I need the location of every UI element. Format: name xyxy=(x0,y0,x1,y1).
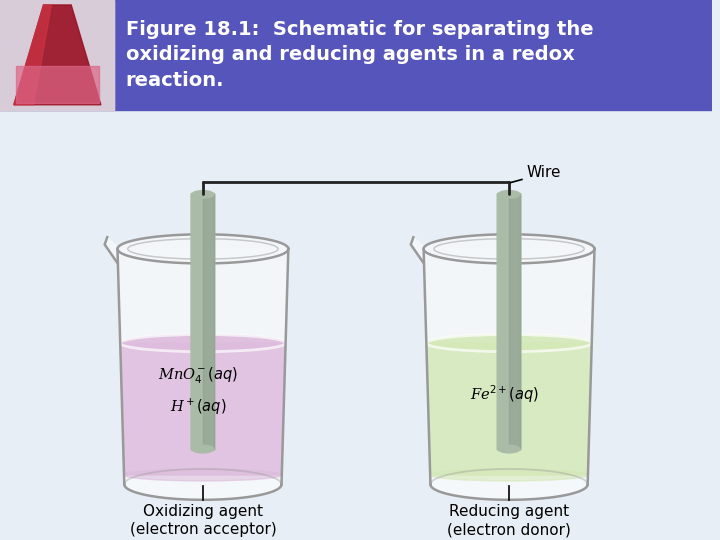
Bar xyxy=(0,0,114,110)
Polygon shape xyxy=(423,249,595,484)
Polygon shape xyxy=(14,5,101,105)
Ellipse shape xyxy=(125,469,282,500)
Bar xyxy=(0,0,712,110)
Polygon shape xyxy=(14,5,51,105)
Ellipse shape xyxy=(120,334,286,352)
Ellipse shape xyxy=(192,191,214,198)
Polygon shape xyxy=(426,343,592,475)
Polygon shape xyxy=(104,237,120,263)
FancyBboxPatch shape xyxy=(498,193,521,450)
Ellipse shape xyxy=(124,469,282,481)
Text: Reducing agent: Reducing agent xyxy=(449,504,569,519)
Ellipse shape xyxy=(430,469,588,481)
Ellipse shape xyxy=(431,469,588,500)
Text: (electron donor): (electron donor) xyxy=(447,522,571,537)
Polygon shape xyxy=(16,66,99,103)
Ellipse shape xyxy=(498,191,520,198)
Text: MnO$_4^-$$(aq)$: MnO$_4^-$$(aq)$ xyxy=(158,366,238,386)
Polygon shape xyxy=(509,194,520,449)
Bar xyxy=(0,0,114,110)
Text: H$^+$$(aq)$: H$^+$$(aq)$ xyxy=(170,396,226,417)
Polygon shape xyxy=(120,343,286,475)
Polygon shape xyxy=(203,194,214,449)
Text: Oxidizing agent: Oxidizing agent xyxy=(143,504,263,519)
FancyBboxPatch shape xyxy=(191,193,215,450)
Ellipse shape xyxy=(498,446,520,453)
Ellipse shape xyxy=(426,334,592,352)
Ellipse shape xyxy=(192,446,214,453)
Polygon shape xyxy=(411,237,426,263)
Text: Figure 18.1:  Schematic for separating the
oxidizing and reducing agents in a re: Figure 18.1: Schematic for separating th… xyxy=(125,19,593,90)
Ellipse shape xyxy=(117,234,288,264)
Ellipse shape xyxy=(423,234,595,264)
Text: Fe$^{2+}$$(aq)$: Fe$^{2+}$$(aq)$ xyxy=(469,383,539,405)
Text: (electron acceptor): (electron acceptor) xyxy=(130,522,276,537)
Polygon shape xyxy=(117,249,288,484)
Text: Wire: Wire xyxy=(527,165,562,180)
